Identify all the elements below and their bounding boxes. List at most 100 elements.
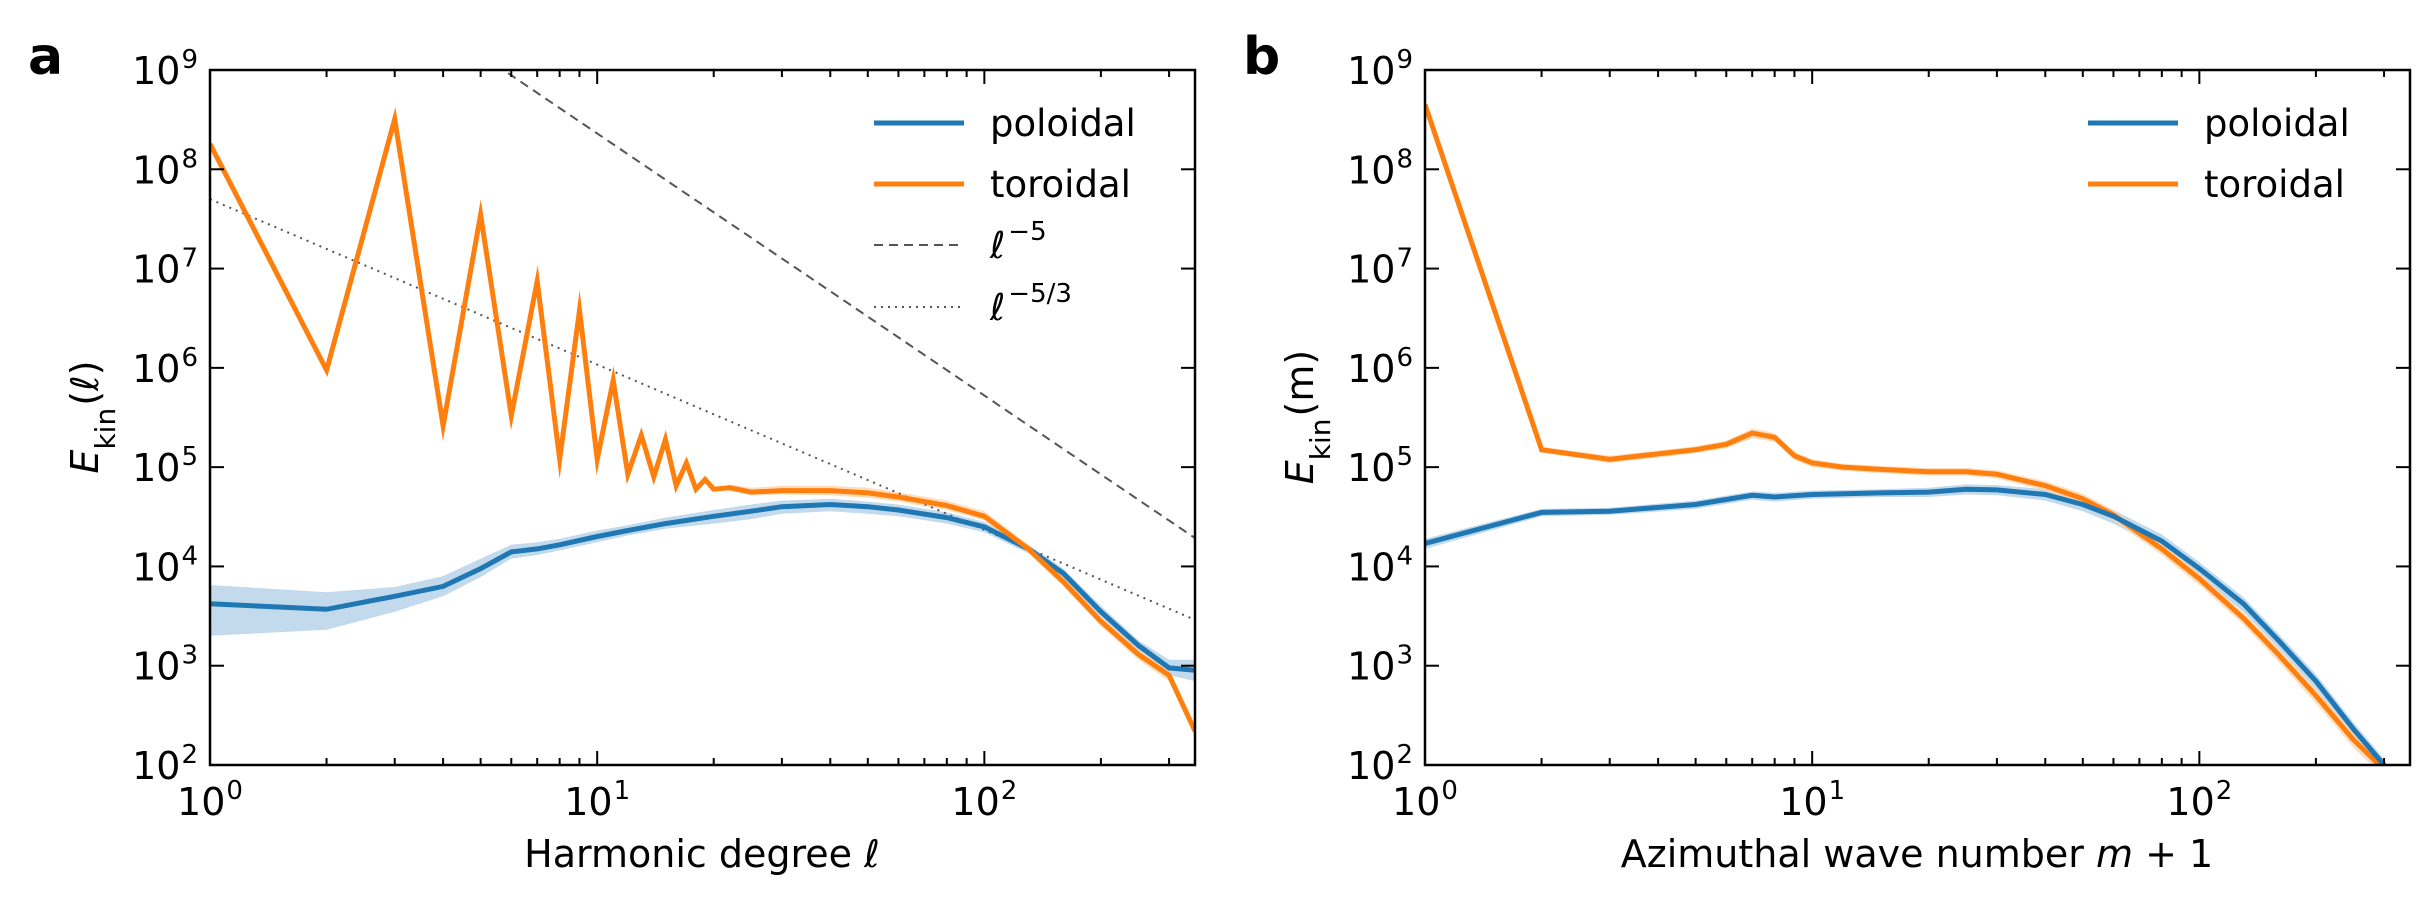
b-y-tick-label-exp: 2 bbox=[1396, 740, 1413, 770]
a-y-tick-label-base: 10 bbox=[132, 148, 180, 192]
b-y-tick-label: 109 bbox=[1347, 45, 1413, 93]
a-y-tick-label-base: 10 bbox=[132, 446, 180, 490]
a-poloidal-uncertainty-band bbox=[210, 498, 1195, 682]
panel-b-y-axis-title: Ekin(m) bbox=[1278, 350, 1337, 484]
panel-a-legend: poloidal toroidal ℓ −5 ℓ −5/3 bbox=[874, 102, 1136, 329]
a-y-tick-label-exp: 2 bbox=[181, 740, 198, 770]
a-y-tick-label-exp: 8 bbox=[181, 144, 198, 174]
a-y-tick-label-base: 10 bbox=[132, 248, 180, 292]
panel-b-letter: b bbox=[1243, 27, 1280, 87]
a-y-tick-label: 103 bbox=[132, 641, 198, 689]
a-toroidal-uncertainty-band bbox=[210, 119, 1195, 738]
a-y-tick-label-base: 10 bbox=[132, 49, 180, 93]
b-x-tick-label: 102 bbox=[2166, 776, 2232, 824]
b-toroidal-line bbox=[1425, 103, 2384, 765]
b-y-tick-label-base: 10 bbox=[1347, 148, 1395, 192]
a-x-tick-label: 100 bbox=[177, 776, 243, 824]
panel-a-y-axis-title-sub: kin bbox=[89, 408, 122, 450]
panel-b-plot-area bbox=[1425, 103, 2387, 765]
b-y-tick-label-exp: 9 bbox=[1396, 45, 1413, 75]
panel-b-y-axis-title-arg: (m) bbox=[1278, 350, 1322, 417]
a-x-tick-label: 102 bbox=[951, 776, 1017, 824]
a-x-tick-label-base: 10 bbox=[951, 780, 999, 824]
a-y-tick-label: 108 bbox=[132, 144, 198, 192]
b-y-tick-label-base: 10 bbox=[1347, 744, 1395, 788]
b-x-tick-label: 101 bbox=[1779, 776, 1845, 824]
legend-a-l5-exp: −5 bbox=[1008, 217, 1046, 247]
b-poloidal-uncertainty-band bbox=[1425, 484, 2385, 765]
b-x-tick-label-base: 10 bbox=[1392, 780, 1440, 824]
legend-a-toroidal-label: toroidal bbox=[990, 163, 1131, 206]
b-y-tick-label: 102 bbox=[1347, 740, 1413, 788]
b-y-tick-label: 106 bbox=[1347, 343, 1413, 391]
b-y-tick-label-base: 10 bbox=[1347, 49, 1395, 93]
b-poloidal-line bbox=[1425, 486, 2387, 765]
b-y-tick-label-exp: 4 bbox=[1396, 541, 1413, 571]
a-y-tick-label-base: 10 bbox=[132, 545, 180, 589]
panel-b-x-axis-title-math: m bbox=[2096, 832, 2133, 876]
a-x-tick-label-exp: 0 bbox=[226, 776, 243, 806]
b-y-tick-label: 107 bbox=[1347, 244, 1413, 292]
panel-b-frame bbox=[1423, 68, 2412, 767]
a-y-tick-label-base: 10 bbox=[132, 744, 180, 788]
b-x-tick-label-exp: 0 bbox=[1441, 776, 1458, 806]
a-y-tick-label-exp: 6 bbox=[181, 343, 198, 373]
a-y-tick-label: 105 bbox=[132, 442, 198, 490]
panel-b-y-axis-title-main: E bbox=[1278, 460, 1322, 484]
legend-a-l5-label: ℓ −5 bbox=[989, 217, 1047, 267]
b-x-tick-label: 100 bbox=[1392, 776, 1458, 824]
a-y-tick-label-exp: 7 bbox=[181, 244, 198, 274]
legend-b-poloidal-label: poloidal bbox=[2204, 102, 2350, 145]
panel-a-y-axis-title-arg: (ℓ) bbox=[63, 360, 107, 405]
legend-b-toroidal-label: toroidal bbox=[2204, 163, 2345, 206]
b-y-tick-label-base: 10 bbox=[1347, 248, 1395, 292]
a-y-tick-label-exp: 3 bbox=[181, 641, 198, 671]
a-y-tick-label: 107 bbox=[132, 244, 198, 292]
panel-a-y-axis-title-main: E bbox=[63, 450, 107, 474]
panel-a-ticks bbox=[209, 69, 1195, 766]
a-x-tick-label-exp: 2 bbox=[1001, 776, 1018, 806]
b-y-tick-label: 108 bbox=[1347, 144, 1413, 192]
b-x-tick-label-base: 10 bbox=[2166, 780, 2214, 824]
b-y-tick-label-base: 10 bbox=[1347, 347, 1395, 391]
b-y-tick-label-exp: 3 bbox=[1396, 641, 1413, 671]
legend-a-poloidal-label: poloidal bbox=[990, 102, 1136, 145]
panel-a-x-tick-labels: 100 101 102 bbox=[177, 776, 1017, 824]
a-poloidal-line bbox=[210, 501, 1195, 673]
panel-a-plot-area bbox=[210, 70, 1195, 738]
a-x-tick-label-exp: 1 bbox=[614, 776, 631, 806]
legend-a-l53-base: ℓ bbox=[989, 286, 1005, 329]
panel-b-y-axis-title-sub: kin bbox=[1304, 418, 1337, 460]
panel-b-legend: poloidal toroidal bbox=[2088, 102, 2350, 206]
a-y-tick-label-base: 10 bbox=[132, 645, 180, 689]
panel-b-x-axis-title: Azimuthal wave number m + 1 bbox=[1621, 832, 2213, 876]
a-y-tick-label-exp: 5 bbox=[181, 442, 198, 472]
b-y-tick-label: 105 bbox=[1347, 442, 1413, 490]
a-y-tick-label: 104 bbox=[132, 541, 198, 589]
b-y-tick-label-exp: 8 bbox=[1396, 144, 1413, 174]
a-x-tick-label-base: 10 bbox=[177, 780, 225, 824]
a-toroidal-line bbox=[210, 107, 1195, 733]
panel-b-x-tick-labels: 100 101 102 bbox=[1392, 776, 2232, 824]
a-y-tick-label-exp: 9 bbox=[181, 45, 198, 75]
panel-a-frame bbox=[208, 68, 1197, 767]
panel-b-ticks bbox=[1424, 69, 2410, 766]
a-y-tick-label: 106 bbox=[132, 343, 198, 391]
a-x-tick-label-base: 10 bbox=[564, 780, 612, 824]
legend-a-l53-label: ℓ −5/3 bbox=[989, 279, 1072, 329]
a-y-tick-label-base: 10 bbox=[132, 347, 180, 391]
legend-a-l53-exp: −5/3 bbox=[1008, 279, 1072, 309]
b-y-tick-label: 104 bbox=[1347, 541, 1413, 589]
b-x-tick-label-base: 10 bbox=[1779, 780, 1827, 824]
a-x-tick-label: 101 bbox=[564, 776, 630, 824]
b-y-tick-label: 103 bbox=[1347, 641, 1413, 689]
b-x-tick-label-exp: 2 bbox=[2216, 776, 2233, 806]
panel-b-x-axis-title-suffix: + 1 bbox=[2133, 832, 2213, 876]
b-y-tick-label-exp: 5 bbox=[1396, 442, 1413, 472]
a-y-tick-label: 109 bbox=[132, 45, 198, 93]
